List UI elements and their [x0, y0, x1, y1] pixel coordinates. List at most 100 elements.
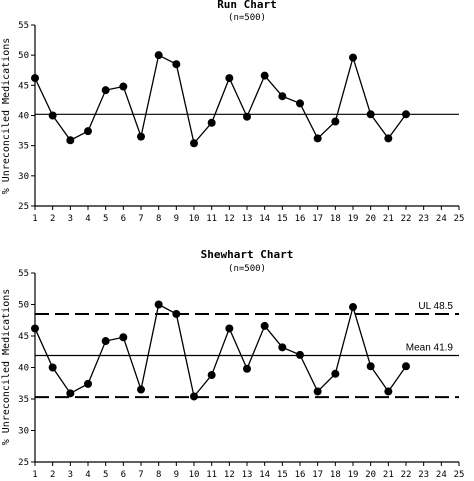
x-tick-label: 6	[121, 470, 126, 480]
x-tick-label: 13	[242, 470, 253, 480]
x-tick-label: 24	[436, 470, 447, 480]
data-point	[31, 74, 39, 83]
x-tick-label: 2	[50, 470, 55, 480]
x-tick-label: 20	[365, 470, 376, 480]
x-tick-label: 25	[454, 214, 465, 224]
data-point	[207, 371, 216, 380]
x-tick-label: 1	[32, 470, 37, 480]
data-point	[296, 99, 304, 108]
x-tick-label: 14	[259, 214, 270, 224]
data-point	[137, 132, 145, 141]
data-point	[296, 350, 304, 359]
x-tick-label: 23	[418, 470, 429, 480]
x-tick-label: 7	[138, 470, 143, 480]
reference-line-label: Mean 41.9	[406, 343, 454, 354]
run-chart: Run Chart (n=500) % Unreconciled Medicatio…	[1, 0, 464, 224]
x-tick-label: 7	[138, 214, 143, 224]
x-tick-label: 15	[277, 214, 288, 224]
x-tick-label: 13	[242, 214, 253, 224]
data-point	[366, 110, 375, 119]
data-point	[48, 111, 57, 120]
data-point	[172, 309, 181, 318]
data-point	[154, 51, 163, 60]
data-point	[349, 303, 357, 312]
data-point	[190, 392, 198, 401]
data-point	[278, 343, 287, 352]
data-point	[260, 71, 269, 80]
data-point	[331, 369, 340, 378]
y-tick-label: 45	[18, 332, 29, 342]
x-tick-label: 12	[224, 214, 235, 224]
series-line	[34, 303, 407, 398]
x-tick-label: 25	[454, 470, 465, 480]
data-point	[154, 300, 163, 309]
data-point	[101, 337, 110, 346]
y-tick-label: 55	[18, 21, 29, 31]
data-point	[225, 74, 234, 83]
x-tick-label: 10	[189, 214, 200, 224]
data-point	[313, 387, 322, 396]
data-point	[384, 134, 393, 143]
y-tick-label: 45	[18, 81, 29, 91]
y-tick-label: 40	[18, 112, 29, 122]
shewhart-chart: Shewhart Chart (n=500) % Unreconciled Medi…	[1, 248, 464, 480]
y-tick-label: 30	[18, 172, 29, 182]
y-tick-label: 35	[18, 142, 29, 152]
x-tick-label: 11	[206, 214, 217, 224]
y-tick-label: 50	[18, 51, 29, 61]
x-tick-label: 5	[103, 214, 108, 224]
chart-title: Run Chart	[217, 0, 277, 11]
x-tick-label: 8	[156, 214, 161, 224]
x-tick-label: 21	[383, 214, 394, 224]
x-tick-label: 21	[383, 470, 394, 480]
x-tick-label: 17	[312, 214, 323, 224]
x-tick-label: 10	[189, 470, 200, 480]
x-tick-label: 22	[401, 214, 412, 224]
chart-subtitle: (n=500)	[228, 264, 266, 274]
y-axis-label: % Unreconciled Medications	[1, 289, 12, 446]
series-line	[34, 54, 407, 145]
y-tick-label: 40	[18, 364, 29, 374]
x-tick-label: 2	[50, 214, 55, 224]
data-point	[207, 118, 216, 127]
y-tick-label: 25	[18, 458, 29, 468]
data-point	[349, 53, 357, 62]
x-tick-label: 16	[295, 214, 306, 224]
x-tick-label: 3	[68, 470, 73, 480]
x-tick-label: 5	[103, 470, 108, 480]
data-point	[243, 112, 251, 121]
x-tick-label: 24	[436, 214, 447, 224]
data-point	[402, 362, 410, 371]
x-tick-label: 1	[32, 214, 37, 224]
x-tick-label: 17	[312, 470, 323, 480]
x-tick-label: 14	[259, 470, 270, 480]
data-point	[31, 324, 39, 333]
y-tick-label: 50	[18, 301, 29, 311]
data-point	[48, 363, 57, 372]
data-point	[190, 139, 198, 148]
x-tick-label: 23	[418, 214, 429, 224]
data-point	[225, 324, 234, 333]
x-tick-label: 19	[348, 214, 359, 224]
y-tick-label: 30	[18, 427, 29, 437]
y-tick-label: 35	[18, 395, 29, 405]
data-point	[84, 127, 92, 136]
chart-title: Shewhart Chart	[201, 248, 294, 261]
data-point	[366, 362, 375, 371]
reference-line-label: UL 48.5	[418, 301, 453, 312]
data-point	[331, 117, 340, 126]
x-tick-label: 3	[68, 214, 73, 224]
data-point	[172, 60, 181, 69]
data-point	[66, 136, 75, 145]
data-point	[402, 110, 410, 119]
x-tick-label: 8	[156, 470, 161, 480]
x-tick-label: 18	[330, 470, 341, 480]
y-tick-label: 25	[18, 202, 29, 212]
x-tick-label: 12	[224, 470, 235, 480]
data-point	[384, 387, 393, 396]
x-tick-label: 4	[85, 470, 90, 480]
data-point	[119, 82, 128, 91]
x-tick-label: 20	[365, 214, 376, 224]
x-tick-label: 11	[206, 470, 217, 480]
